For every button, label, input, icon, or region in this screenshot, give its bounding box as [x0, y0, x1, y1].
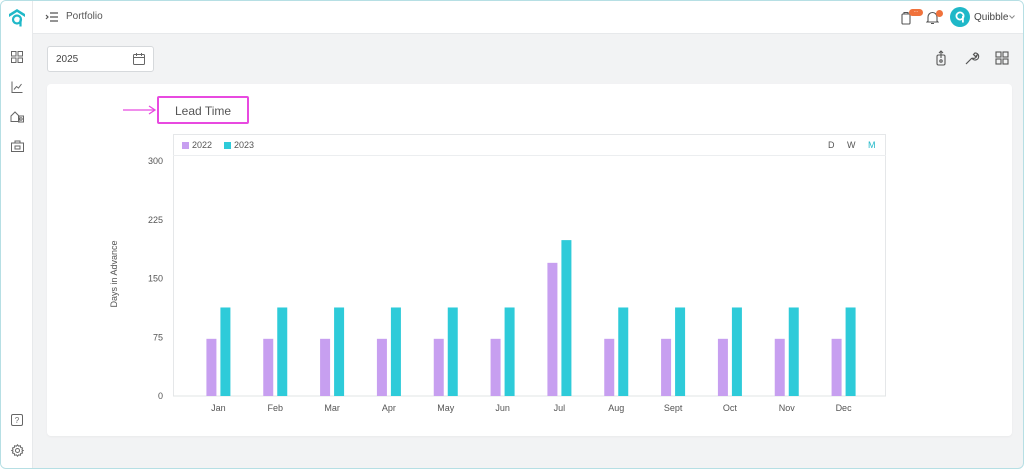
help-icon[interactable]: ?	[9, 412, 25, 428]
bar-2022-dec[interactable]	[831, 338, 842, 396]
bar-2023-apr[interactable]	[390, 307, 401, 396]
year-value: 2025	[56, 54, 79, 65]
export-icon[interactable]	[933, 50, 949, 66]
x-tick-label: Jul	[554, 403, 566, 413]
legend-swatch-2023	[224, 141, 231, 149]
chevron-down-icon[interactable]	[1009, 15, 1015, 19]
calendar-briefcase-icon[interactable]	[9, 138, 25, 154]
year-picker[interactable]: 2025	[47, 46, 154, 72]
period-button-week[interactable]: W	[847, 140, 856, 150]
bar-2023-nov[interactable]	[788, 307, 799, 396]
x-tick-label: Apr	[382, 403, 396, 413]
annotation-arrow-icon	[123, 105, 157, 115]
legend-swatch-2022	[182, 141, 189, 149]
bar-2022-may[interactable]	[433, 338, 444, 396]
notifications-badge	[936, 10, 943, 17]
bar-2023-mar[interactable]	[334, 307, 345, 396]
bar-2023-jul[interactable]	[561, 240, 572, 396]
svg-text:?: ?	[15, 416, 20, 425]
legend-item-2023[interactable]: 2023	[224, 140, 254, 150]
tasks-badge: ···	[909, 9, 923, 16]
bar-2022-nov[interactable]	[774, 338, 785, 396]
bar-2022-aug[interactable]	[604, 338, 615, 396]
calendar-icon	[133, 53, 145, 65]
period-button-month[interactable]: M	[868, 140, 876, 150]
x-tick-label: Aug	[608, 403, 624, 413]
legend-label-2023: 2023	[234, 140, 255, 150]
x-tick-label: Feb	[267, 403, 283, 413]
analytics-icon[interactable]	[9, 79, 25, 95]
user-name[interactable]: Quibble	[974, 12, 1009, 23]
bar-2022-jan[interactable]	[206, 338, 217, 396]
bar-2022-sept[interactable]	[661, 338, 672, 396]
quibble-avatar-icon	[955, 11, 965, 23]
x-tick-label: Dec	[836, 403, 853, 413]
bar-2022-apr[interactable]	[376, 338, 387, 396]
bar-2022-jul[interactable]	[547, 262, 558, 396]
bar-2023-may[interactable]	[447, 307, 458, 396]
breadcrumb[interactable]: Portfolio	[66, 11, 103, 22]
legend-label-2022: 2022	[192, 140, 213, 150]
bar-2023-feb[interactable]	[277, 307, 288, 396]
bar-2023-aug[interactable]	[618, 307, 629, 396]
bar-2022-feb[interactable]	[263, 338, 274, 396]
y-tick-label: 300	[148, 156, 163, 166]
legend-item-2022[interactable]: 2022	[182, 140, 212, 150]
bar-2022-mar[interactable]	[320, 338, 331, 396]
bar-2023-sept[interactable]	[675, 307, 686, 396]
chart-title: Lead Time	[175, 104, 232, 118]
menu-toggle-icon[interactable]	[45, 11, 59, 23]
y-tick-label: 150	[148, 274, 163, 284]
grid-layout-icon[interactable]	[994, 50, 1010, 66]
dashboard-icon[interactable]	[9, 49, 25, 65]
chart-title-highlight: Lead Time	[157, 96, 249, 124]
bar-2022-oct[interactable]	[717, 338, 728, 396]
properties-icon[interactable]	[9, 108, 25, 124]
y-tick-label: 225	[148, 215, 163, 225]
legend-divider	[173, 155, 886, 156]
plot-area	[173, 134, 886, 396]
bar-2023-jan[interactable]	[220, 307, 231, 396]
x-tick-label: Jan	[211, 403, 226, 413]
y-tick-label: 75	[153, 332, 163, 342]
y-tick-label: 0	[158, 391, 163, 401]
bar-2023-oct[interactable]	[731, 307, 742, 396]
tasks-icon[interactable]	[900, 9, 916, 25]
quibble-logo-icon[interactable]	[8, 8, 26, 28]
period-button-day[interactable]: D	[828, 140, 835, 150]
bar-2023-dec[interactable]	[845, 307, 856, 396]
user-avatar[interactable]	[950, 7, 970, 27]
top-bar: Portfolio ··· Quibble	[33, 1, 1023, 34]
settings-icon[interactable]	[9, 442, 25, 458]
x-tick-label: Mar	[324, 403, 340, 413]
x-tick-label: May	[437, 403, 455, 413]
x-tick-label: Sept	[664, 403, 683, 413]
x-tick-label: Oct	[723, 403, 738, 413]
x-tick-label: Jun	[495, 403, 510, 413]
bar-2022-jun[interactable]	[490, 338, 501, 396]
x-tick-label: Nov	[779, 403, 796, 413]
sidebar: ?	[1, 1, 33, 468]
bar-2023-jun[interactable]	[504, 307, 515, 396]
notifications-bell-icon[interactable]	[925, 9, 942, 25]
wrench-icon[interactable]	[964, 50, 980, 66]
